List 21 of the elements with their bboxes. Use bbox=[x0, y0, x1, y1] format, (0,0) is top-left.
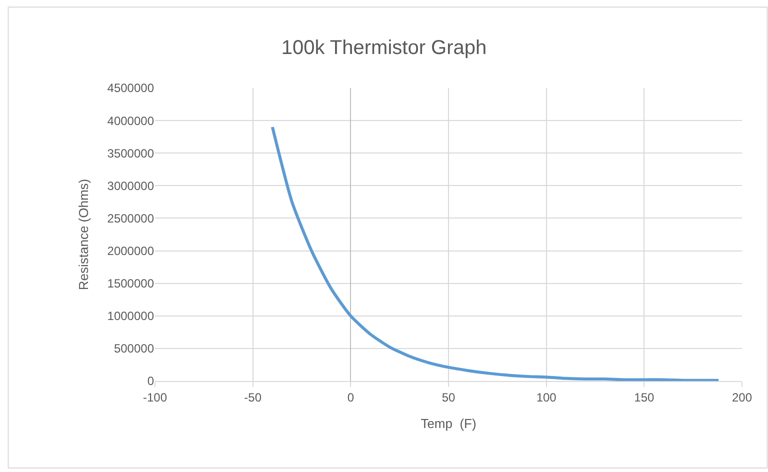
y-axis-title: Resistance (Ohms) bbox=[76, 178, 92, 290]
x-tick-label: 0 bbox=[347, 390, 354, 404]
y-tick-label: 500000 bbox=[114, 342, 154, 356]
x-tick-label: 150 bbox=[634, 390, 654, 404]
x-tick-label: 50 bbox=[442, 390, 456, 404]
y-tick-label: 4500000 bbox=[107, 81, 154, 96]
y-tick-label: 4000000 bbox=[107, 114, 154, 128]
y-tick-label: 1000000 bbox=[107, 309, 154, 324]
y-tick-label: 3500000 bbox=[107, 146, 154, 160]
y-tick-label: 2000000 bbox=[107, 244, 154, 258]
y-tick-label: 3000000 bbox=[107, 178, 154, 193]
x-tick-label: 100 bbox=[536, 390, 557, 404]
x-tick-label: -50 bbox=[244, 390, 262, 404]
chart-title: 100k Thermistor Graph bbox=[281, 37, 487, 60]
y-tick-label: 2500000 bbox=[107, 211, 154, 226]
line-series bbox=[270, 126, 720, 381]
x-axis-title: Temp (F) bbox=[420, 416, 476, 431]
x-tick-label: -100 bbox=[142, 390, 168, 404]
y-tick-label: 0 bbox=[147, 374, 154, 388]
y-tick-label: 1500000 bbox=[107, 276, 154, 291]
x-tick-label: 200 bbox=[732, 390, 752, 404]
